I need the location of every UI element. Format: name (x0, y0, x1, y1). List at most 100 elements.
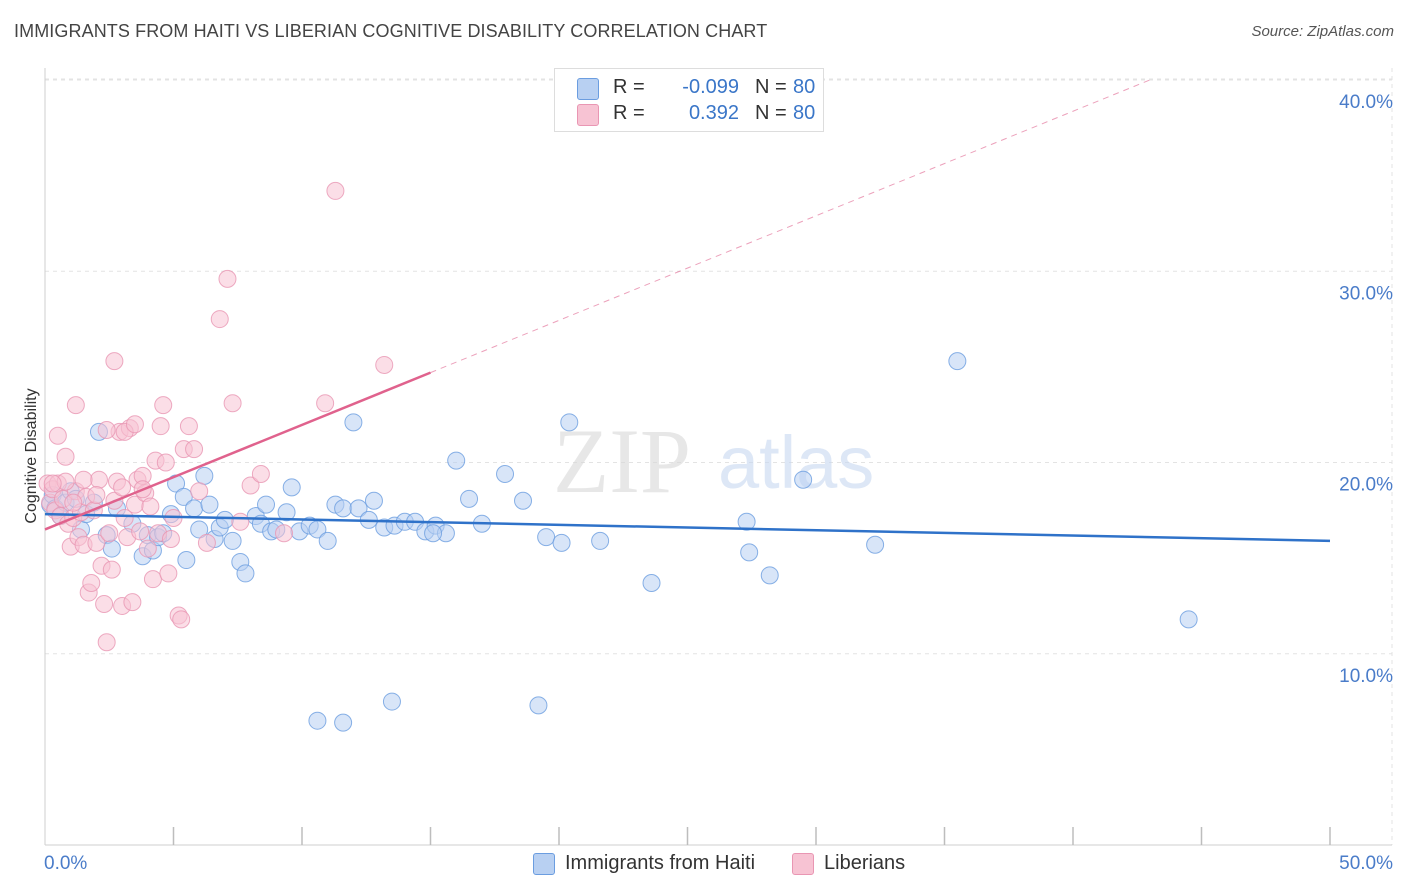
r-value: -0.099 (682, 76, 739, 98)
haiti-point (190, 520, 209, 539)
liberian-point (87, 486, 106, 505)
data-points (38, 181, 1198, 732)
haiti-point (349, 499, 368, 518)
liberian-point (159, 564, 178, 583)
liberian-point (275, 524, 294, 543)
haiti-point (948, 352, 967, 371)
liberian-swatch (577, 104, 599, 126)
liberian-point (125, 415, 144, 434)
n-label: N = (755, 76, 787, 98)
grid-lines (45, 68, 1393, 845)
haiti-point (552, 533, 571, 552)
liberian-point (131, 522, 150, 541)
liberian-point (251, 464, 270, 483)
watermark-atlas: atlas (718, 421, 874, 504)
x-tick-label-min: 0.0% (44, 853, 87, 874)
haiti-swatch (577, 78, 599, 100)
n-value: 80 (793, 76, 816, 98)
haiti-point (102, 539, 121, 558)
liberian-point (185, 440, 204, 459)
haiti-point (740, 543, 759, 562)
haiti-point (382, 692, 401, 711)
watermark: ZIP atlas (553, 410, 874, 512)
liberian-point (161, 530, 180, 548)
liberian-point (89, 470, 108, 489)
liberian-point (82, 573, 101, 592)
y-tick-label: 30.0% (1339, 283, 1393, 304)
haiti-point (529, 696, 548, 715)
y-axis-label: Cognitive Disability (23, 388, 40, 523)
liberian-point (141, 497, 160, 516)
r-value: 0.392 (688, 102, 739, 124)
y-tick-label: 40.0% (1339, 92, 1393, 113)
liberian-point (74, 470, 93, 489)
liberian-point (97, 420, 116, 439)
haiti-point (537, 528, 556, 547)
haiti-point (277, 503, 296, 522)
liberian-point (210, 310, 229, 329)
haiti-point (560, 413, 579, 432)
haiti-point (195, 466, 214, 485)
liberian-point (172, 610, 191, 629)
haiti-point (223, 531, 242, 550)
liberian-point (190, 482, 209, 501)
liberian-point (375, 355, 394, 374)
liberian-point (105, 352, 124, 371)
haiti-trend-line (44, 512, 1331, 543)
liberian-point (197, 533, 216, 552)
liberian-point (64, 493, 83, 512)
haiti-point (642, 573, 661, 592)
y-tick-label: 20.0% (1339, 475, 1393, 496)
haiti-point (1179, 610, 1198, 629)
haiti-legend-label: Immigrants from Haiti (565, 852, 756, 874)
stats-legend: R = -0.099 N = 80 R = 0.392 N = 80 (554, 68, 824, 132)
haiti-point (257, 495, 276, 514)
r-label: R = (613, 76, 645, 98)
liberian-point (95, 595, 114, 614)
liberian-point (56, 447, 75, 466)
haiti-point (514, 491, 533, 510)
liberian-point (138, 539, 157, 558)
liberian-point (218, 269, 237, 288)
liberian-point (231, 512, 250, 531)
haiti-point (215, 510, 234, 529)
source-label: Source: ZipAtlas.com (1251, 23, 1394, 40)
haiti-point (794, 470, 813, 489)
liberian-point (241, 476, 260, 495)
haiti-point (334, 499, 353, 518)
haiti-legend-swatch (533, 853, 555, 875)
n-value: 80 (793, 102, 816, 124)
liberian-legend-label: Liberians (824, 852, 906, 874)
liberian-point (326, 181, 345, 200)
haiti-point (200, 495, 219, 514)
trend-lines (44, 79, 1331, 543)
haiti-point (177, 551, 196, 570)
liberian-point (179, 417, 198, 436)
haiti-point (737, 512, 756, 531)
liberian-point (223, 394, 242, 413)
haiti-point (460, 489, 479, 508)
liberian-point (48, 426, 67, 445)
chart-title: IMMIGRANTS FROM HAITI VS LIBERIAN COGNIT… (14, 21, 768, 41)
liberian-point (115, 508, 134, 527)
r-label: R = (613, 102, 645, 124)
haiti-point (496, 464, 515, 483)
liberian-point (143, 570, 162, 589)
haiti-point (866, 535, 885, 554)
haiti-point (344, 413, 363, 432)
x-tick-label-max: 50.0% (1339, 853, 1393, 874)
liberian-point (87, 533, 106, 552)
liberian-point (100, 524, 119, 543)
haiti-point (308, 711, 327, 730)
haiti-point (424, 524, 443, 543)
liberian-point (156, 453, 175, 472)
n-label: N = (755, 102, 787, 124)
haiti-point (236, 564, 255, 583)
liberian-point (66, 396, 85, 415)
y-tick-label: 10.0% (1339, 666, 1393, 687)
liberian-legend-swatch (792, 853, 814, 875)
liberian-point (97, 633, 116, 652)
haiti-point (760, 566, 779, 585)
liberian-point (43, 474, 62, 493)
haiti-point (364, 491, 383, 510)
